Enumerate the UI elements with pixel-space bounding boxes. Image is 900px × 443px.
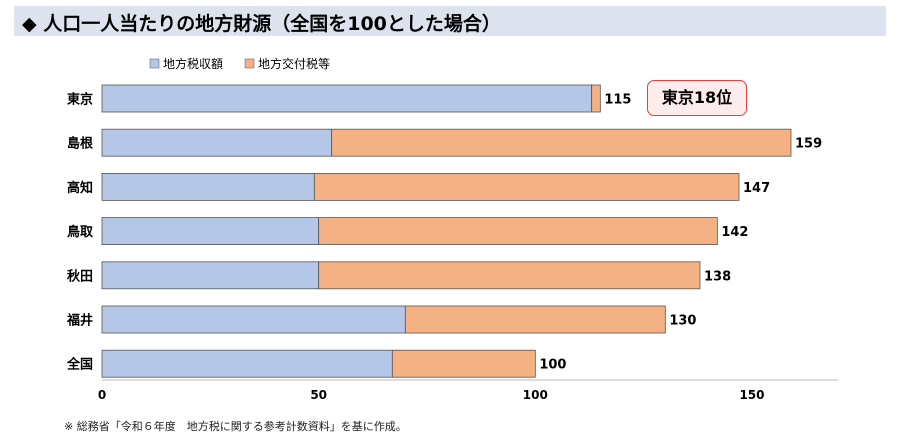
category-label: 秋田 (67, 268, 93, 284)
category-label: 全国 (66, 357, 93, 373)
bar-segment-1 (101, 349, 393, 378)
title-bar: ◆ 人口一人当たりの地方財源（全国を100とした場合） (14, 6, 886, 36)
category-label: 福井 (66, 313, 93, 329)
bar-segment-1 (101, 305, 406, 334)
bar-segment-1 (101, 172, 315, 201)
bar-segment-2 (318, 217, 718, 246)
x-tick-label: 0 (98, 388, 106, 402)
x-tick-label: 150 (739, 388, 764, 402)
bar-segment-2 (331, 128, 792, 157)
legend-swatch-2 (244, 58, 255, 69)
data-label: 147 (743, 181, 770, 196)
bar-segment-1 (101, 128, 333, 157)
data-label: 142 (721, 225, 748, 240)
category-label: 島根 (67, 136, 94, 152)
bar-segment-2 (313, 172, 740, 201)
category-label: 鳥取 (67, 224, 94, 240)
data-label: 115 (604, 93, 631, 108)
bar-segment-2 (591, 84, 601, 113)
category-label: 東京 (67, 92, 93, 108)
legend-swatch-1 (149, 58, 160, 69)
legend-label-2: 地方交付税等 (258, 56, 330, 71)
bar-segment-1 (101, 217, 320, 246)
x-tick-label: 100 (523, 388, 548, 402)
data-label: 159 (795, 137, 822, 152)
legend-label-1: 地方税収額 (163, 56, 223, 71)
chart-title: ◆ 人口一人当たりの地方財源（全国を100とした場合） (22, 13, 501, 35)
bar-segment-2 (404, 305, 666, 334)
bar-segment-2 (318, 261, 701, 290)
data-label: 130 (669, 314, 696, 329)
callout-badge: 東京18位 (647, 80, 747, 116)
category-label: 高知 (67, 180, 93, 196)
bar-segment-1 (101, 261, 320, 290)
data-label: 100 (539, 358, 566, 373)
data-label: 138 (704, 269, 731, 284)
bar-segment-1 (101, 84, 593, 113)
source-note: ※ 総務省「令和６年度 地方税に関する参考計数資料」を基に作成。 (64, 420, 407, 433)
x-tick-label: 50 (310, 388, 327, 402)
bar-segment-2 (391, 349, 536, 378)
